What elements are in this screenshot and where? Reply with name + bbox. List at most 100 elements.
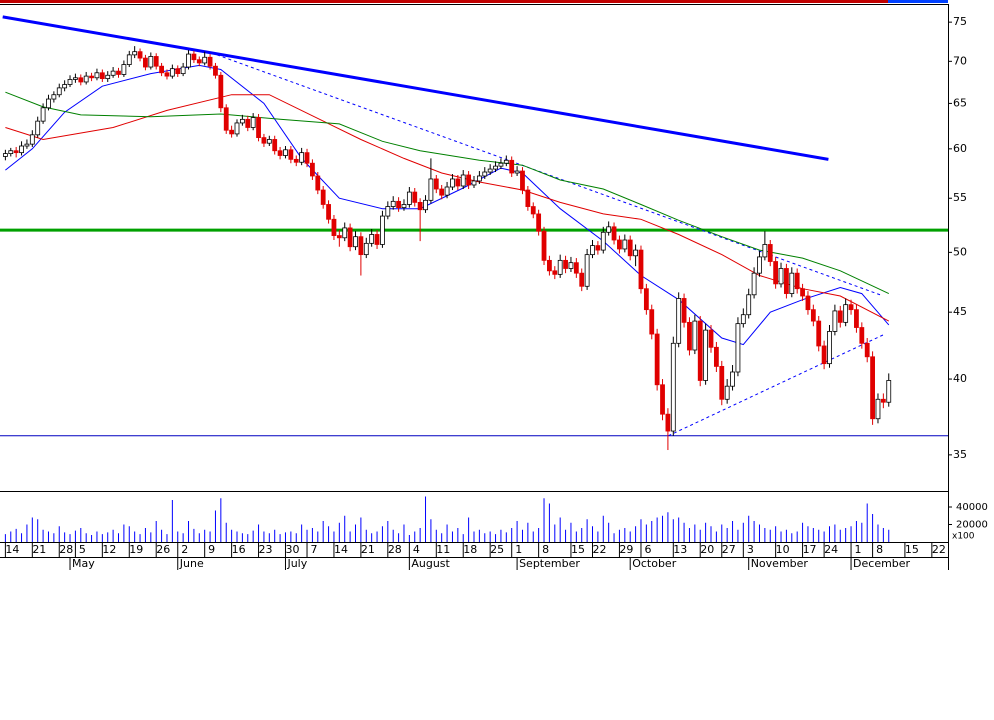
x-tick-label: 22 (932, 543, 946, 556)
candle-body (784, 268, 789, 294)
candle-body (283, 149, 288, 156)
x-tick-label: 10 (776, 543, 790, 556)
candle-body (466, 174, 472, 186)
x-tick-label: 5 (79, 543, 86, 556)
candle-body (336, 235, 342, 239)
y-tick-label: 50 (953, 245, 967, 258)
x-tick-label: 28 (388, 543, 402, 556)
candle-body (266, 139, 272, 144)
candle-body (886, 380, 892, 403)
candle-body (159, 65, 164, 74)
candle-body (196, 59, 202, 64)
x-tick-label: 15 (905, 543, 919, 556)
candle-body (794, 272, 800, 290)
x-tick-label: 26 (156, 543, 170, 556)
candle-body (175, 68, 181, 75)
y-tick-label: 45 (953, 305, 967, 318)
y-tick-label: 40 (953, 372, 967, 385)
candle-body (24, 143, 30, 147)
x-tick-label: 21 (32, 543, 46, 556)
candle-body (843, 304, 849, 323)
candle-body (315, 175, 321, 191)
candle-body (757, 256, 762, 274)
volume-tick-label: 40000 (956, 502, 988, 513)
candle-body (805, 295, 811, 311)
candle-body (288, 149, 294, 160)
x-tick-label: 30 (285, 543, 299, 556)
y-tick-label: 75 (953, 15, 967, 28)
candle-body (681, 298, 687, 323)
candle-body (676, 298, 682, 344)
x-tick-label: 2 (181, 543, 188, 556)
candle-body (110, 70, 116, 76)
candle-body (816, 320, 822, 347)
candle-body (670, 342, 676, 432)
candle-body (358, 236, 364, 256)
candle-body (56, 87, 62, 96)
x-tick-label: 23 (259, 543, 273, 556)
candle-body (590, 245, 595, 256)
candle-body (186, 53, 191, 68)
x-tick-label: 18 (463, 543, 477, 556)
x-tick-label: 15 (571, 543, 585, 556)
candle-body (234, 122, 240, 135)
candle-body (299, 152, 305, 163)
candle-body (73, 77, 78, 80)
candle-body (789, 272, 795, 294)
candle-body (326, 204, 331, 220)
candle-body (450, 178, 455, 188)
candle-body (94, 72, 100, 79)
x-tick-label: 14 (334, 543, 348, 556)
candle-body (767, 244, 773, 262)
candle-body (460, 174, 466, 187)
candle-body (498, 162, 504, 167)
candle-body (600, 231, 606, 251)
candle-body (735, 323, 741, 373)
candle-body (261, 137, 267, 144)
volume-unit: x100 (952, 532, 975, 542)
candle-body (153, 56, 159, 67)
candle-body (509, 159, 515, 174)
candle-body (342, 227, 348, 239)
candle-body (310, 162, 315, 177)
x-tick-label: 24 (824, 543, 838, 556)
x-tick-label: 3 (747, 543, 754, 556)
y-tick-label: 65 (953, 96, 967, 109)
candle-body (595, 245, 601, 251)
candle-body (164, 72, 170, 77)
candle-body (121, 64, 127, 75)
candle-body (19, 145, 24, 154)
candle-body (482, 171, 488, 177)
y-tick-label: 60 (953, 142, 967, 155)
x-tick-label: 6 (644, 543, 651, 556)
candle-body (304, 152, 310, 164)
candle-body (654, 333, 660, 386)
candle-body (687, 321, 692, 351)
candle-body (2, 153, 8, 157)
volume (4, 496, 890, 542)
x-tick-label: 27 (722, 543, 736, 556)
trend-lines (0, 15, 948, 437)
candle-body (832, 310, 838, 332)
candle-body (778, 268, 784, 285)
candle-body (708, 329, 714, 348)
candle-body (116, 70, 121, 75)
candle-body (520, 170, 525, 191)
x-tick-label: 17 (803, 543, 817, 556)
candle-body (245, 118, 251, 128)
candle-body (250, 117, 256, 128)
x-tick-label: 22 (593, 543, 607, 556)
candle-body (148, 56, 154, 68)
candles (2, 46, 892, 451)
candle-body (363, 242, 369, 256)
candle-body (730, 371, 735, 387)
candle-body (218, 74, 224, 109)
candle-body (444, 186, 450, 196)
candle-body (353, 236, 358, 248)
x-tick-label: 29 (619, 543, 633, 556)
candle-body (83, 75, 89, 83)
candle-body (617, 239, 622, 250)
candle-body (611, 226, 617, 241)
candle-body (606, 226, 612, 233)
candle-body (89, 75, 94, 79)
